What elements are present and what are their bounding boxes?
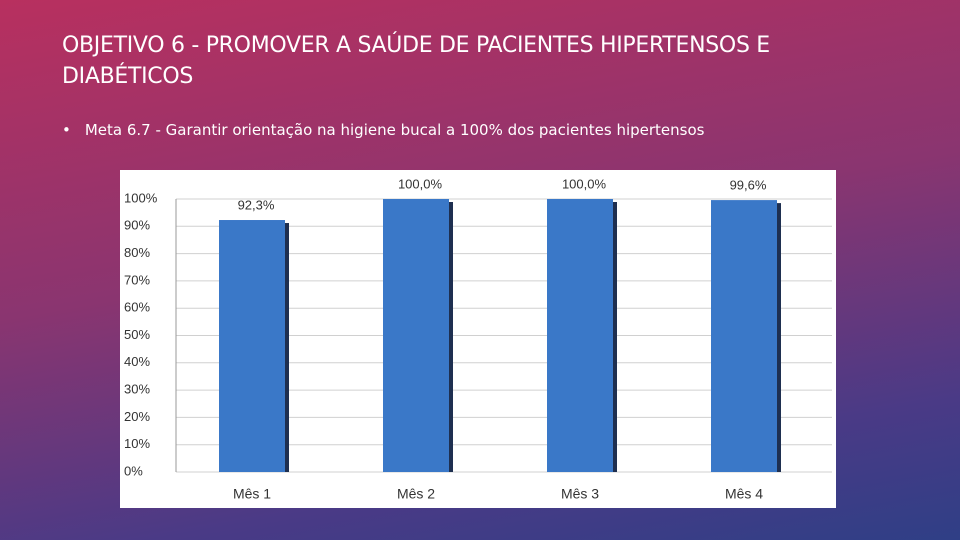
bar (383, 199, 449, 472)
y-tick-label: 40% (124, 354, 150, 369)
data-label: 100,0% (562, 176, 607, 191)
y-tick-label: 80% (124, 245, 150, 260)
x-tick-label: Mês 4 (725, 486, 763, 502)
data-label: 92,3% (238, 197, 275, 212)
y-tick-label: 20% (124, 409, 150, 424)
y-tick-label: 60% (124, 300, 150, 315)
x-tick-label: Mês 2 (397, 486, 435, 502)
slide-title: OBJETIVO 6 - PROMOVER A SAÚDE DE PACIENT… (62, 33, 770, 89)
data-label: 100,0% (398, 176, 443, 191)
y-tick-label: 0% (124, 463, 143, 478)
x-tick-label: Mês 1 (233, 486, 271, 502)
bar (219, 220, 285, 472)
y-tick-label: 90% (124, 218, 150, 233)
bar (547, 199, 613, 472)
y-tick-label: 100% (124, 190, 158, 205)
x-tick-label: Mês 3 (561, 486, 599, 502)
y-tick-label: 10% (124, 436, 150, 451)
y-tick-label: 30% (124, 382, 150, 397)
y-tick-label: 50% (124, 327, 150, 342)
bar (711, 200, 777, 473)
y-tick-label: 70% (124, 272, 150, 287)
bullet-text: Meta 6.7 - Garantir orientação na higien… (62, 121, 705, 139)
data-label: 99,6% (730, 178, 767, 193)
